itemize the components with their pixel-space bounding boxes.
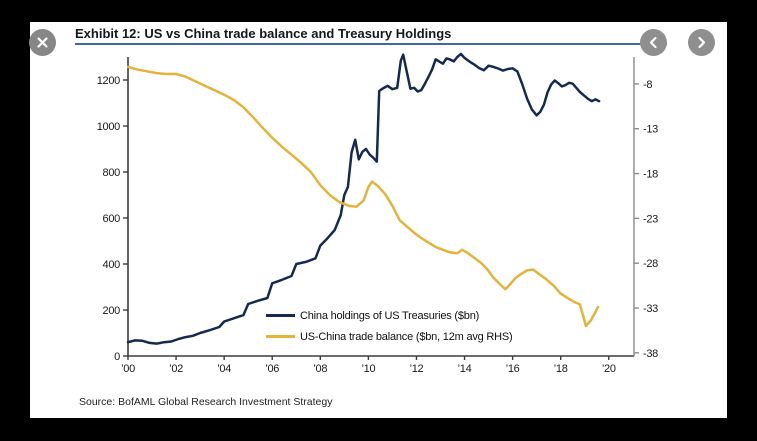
legend-swatch-trade-balance xyxy=(266,335,295,338)
legend-item-china-holdings: China holdings of US Treasuries ($bn) xyxy=(266,305,513,326)
legend-label-trade-balance: US-China trade balance ($bn, 12m avg RHS… xyxy=(300,330,513,343)
x-axis-tick-label: ’00 xyxy=(121,363,135,375)
left-axis-tick-label: 1200 xyxy=(97,75,120,87)
chart-legend: China holdings of US Treasuries ($bn) US… xyxy=(266,305,513,347)
x-axis-tick-label: ’02 xyxy=(169,363,183,375)
left-axis-tick-label: 800 xyxy=(103,167,121,179)
prev-button[interactable] xyxy=(640,29,667,56)
title-underline xyxy=(75,43,667,45)
series-line-china-holdings xyxy=(126,52,601,345)
exhibit-title: Exhibit 12: US vs China trade balance an… xyxy=(75,26,452,41)
source-note: Source: BofAML Global Research Investmen… xyxy=(79,396,333,408)
x-axis-tick-label: ’14 xyxy=(458,363,472,375)
x-axis-tick-label: ’16 xyxy=(506,363,520,375)
x-axis-tick-label: ’10 xyxy=(361,363,375,375)
chevron-right-icon xyxy=(696,36,707,49)
right-axis-tick-label: -13 xyxy=(643,124,658,136)
left-axis-tick-label: 200 xyxy=(103,305,121,317)
x-axis-tick-label: ’04 xyxy=(217,363,231,375)
right-axis-tick-label: -33 xyxy=(643,303,658,315)
legend-item-trade-balance: US-China trade balance ($bn, 12m avg RHS… xyxy=(266,326,513,347)
close-button[interactable] xyxy=(29,29,56,56)
legend-label-china-holdings: China holdings of US Treasuries ($bn) xyxy=(300,309,480,322)
right-axis-tick-label: -28 xyxy=(643,258,658,270)
right-axis-tick-label: -18 xyxy=(643,169,658,181)
x-axis-tick-label: ’12 xyxy=(410,363,424,375)
legend-swatch-china-holdings xyxy=(266,314,295,317)
close-icon xyxy=(36,36,49,49)
x-axis-tick-label: ’18 xyxy=(554,363,568,375)
left-axis-tick-label: 0 xyxy=(114,351,120,363)
x-axis-tick-label: ’20 xyxy=(602,363,616,375)
chevron-left-icon xyxy=(648,36,659,49)
x-axis-tick-label: ’08 xyxy=(313,363,327,375)
right-axis-tick-label: -8 xyxy=(643,79,652,91)
series-line-trade-balance xyxy=(126,65,600,328)
right-axis-tick-label: -23 xyxy=(643,213,658,225)
left-axis-tick-label: 600 xyxy=(103,213,121,225)
x-axis-tick-label: ’06 xyxy=(265,363,279,375)
next-button[interactable] xyxy=(688,29,715,56)
left-axis-tick-label: 1000 xyxy=(97,121,120,133)
exhibit-card xyxy=(30,22,727,418)
left-axis-tick-label: 400 xyxy=(103,259,121,271)
right-axis-tick-label: -38 xyxy=(643,348,658,360)
